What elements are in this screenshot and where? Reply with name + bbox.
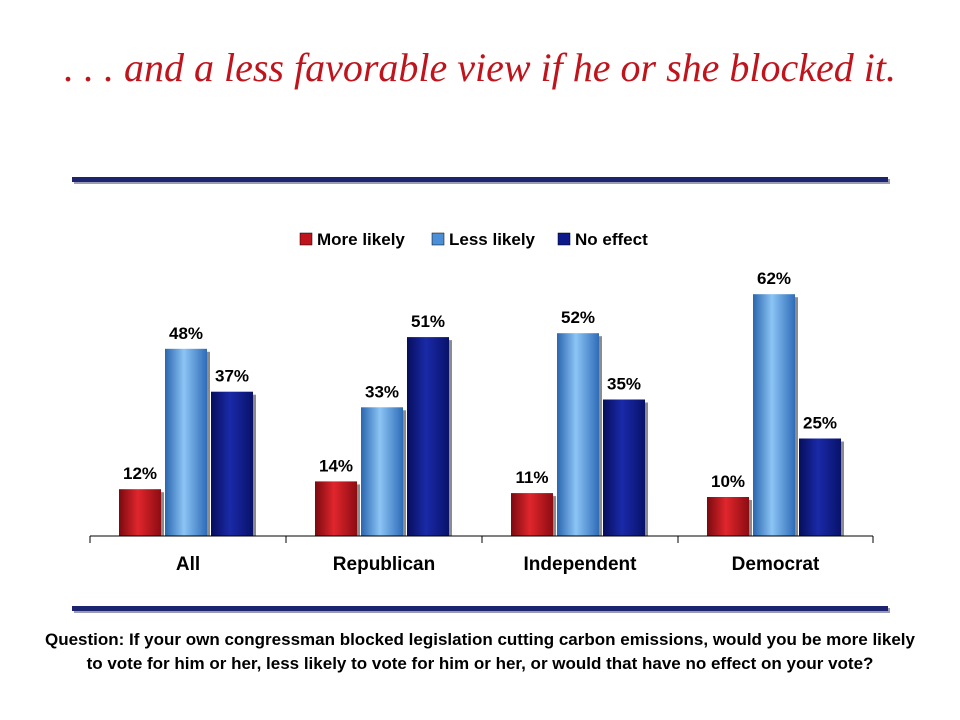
top-divider	[72, 177, 888, 182]
bar-independent-more-likely	[511, 493, 553, 536]
data-label: 35%	[607, 375, 641, 394]
data-label: 62%	[757, 269, 791, 288]
legend-label: Less likely	[449, 230, 536, 249]
data-label: 33%	[365, 382, 399, 401]
bar-independent-less-likely	[557, 333, 599, 536]
data-label: 51%	[411, 312, 445, 331]
survey-question: Question: If your own congressman blocke…	[45, 630, 915, 673]
bar-republican-more-likely	[315, 481, 357, 536]
bar-democrat-no-effect	[799, 438, 841, 536]
data-label: 52%	[561, 308, 595, 327]
slide-title: . . . and a less favorable view if he or…	[63, 45, 897, 90]
bar-democrat-more-likely	[707, 497, 749, 536]
legend-label: More likely	[317, 230, 405, 249]
data-label: 48%	[169, 324, 203, 343]
category-label: Republican	[333, 554, 435, 575]
bars: 12% 14% 11% 10% 48% 33% 52% 62% 37% 51% 35% 25%	[119, 269, 844, 536]
bar-all-less-likely	[165, 348, 207, 536]
data-label: 14%	[319, 456, 353, 475]
bar-all-more-likely	[119, 489, 161, 536]
bottom-divider	[72, 606, 888, 611]
bar-democrat-less-likely	[753, 294, 795, 536]
data-label: 10%	[711, 472, 745, 491]
x-axis: All Republican Independent Democrat	[89, 535, 874, 575]
category-label: All	[176, 554, 200, 575]
legend-swatch	[557, 232, 571, 246]
category-label: Independent	[524, 554, 638, 575]
bar-independent-no-effect	[603, 399, 645, 536]
data-label: 12%	[123, 464, 157, 483]
legend-swatch	[299, 232, 313, 246]
category-label: Democrat	[732, 554, 820, 575]
legend: More likely Less likely No effect	[299, 230, 648, 249]
data-label: 25%	[803, 414, 837, 433]
bar-republican-less-likely	[361, 407, 403, 536]
data-label: 37%	[215, 367, 249, 386]
bar-all-no-effect	[211, 391, 253, 536]
legend-label: No effect	[575, 230, 648, 249]
bar-republican-no-effect	[407, 337, 449, 536]
data-label: 11%	[515, 468, 548, 487]
legend-swatch	[431, 232, 445, 246]
